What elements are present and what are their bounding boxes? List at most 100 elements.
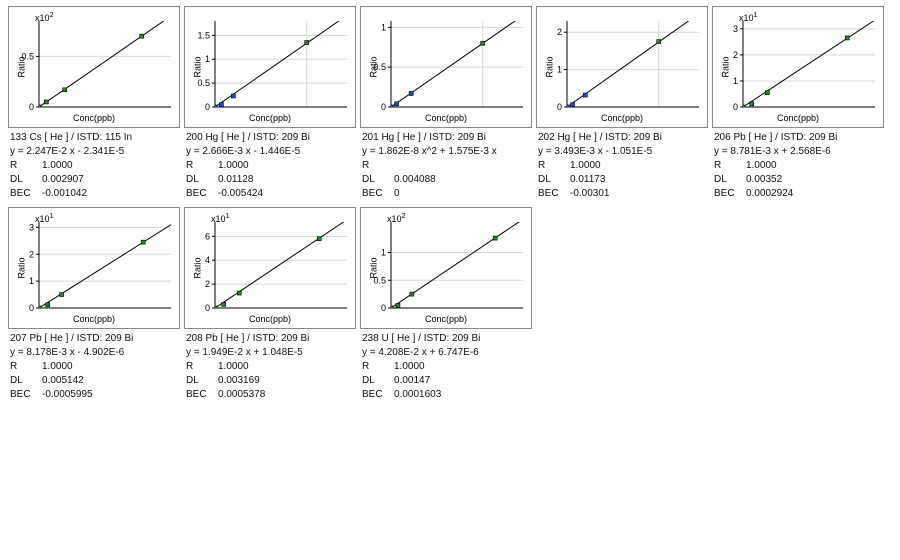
x-axis-label: Conc(ppb) [713, 111, 883, 126]
calibration-panel: x101Ratio0246Conc(ppb)208 Pb [ He ] / IS… [182, 207, 358, 408]
chart-box: x102Ratio00.5Conc(ppb) [8, 6, 180, 128]
data-point [60, 293, 64, 297]
meta-row-bec: BEC-0.001042 [10, 187, 180, 201]
y-tick-label: 1 [557, 65, 562, 75]
meta-row-dl: DL0.003169 [186, 374, 356, 388]
chart-box: x101Ratio0123Conc(ppb) [8, 207, 180, 329]
meta-key: R [538, 159, 570, 173]
y-tick-label: 2 [205, 279, 210, 289]
y-tick-label: 0 [381, 102, 386, 111]
axis-multiplier: x101 [211, 211, 230, 224]
meta-row-bec: BEC0.0002924 [714, 187, 884, 201]
chart-box: Ratio00.51500.0Conc(ppb) [360, 6, 532, 128]
y-tick-label: 1 [381, 22, 386, 32]
data-point [571, 103, 575, 107]
panel-equation: y = 3.493E-3 x - 1.051E-5 [538, 145, 708, 159]
y-axis-label: Ratio [193, 257, 203, 278]
meta-key: R [714, 159, 746, 173]
y-tick-label: 4 [205, 255, 210, 265]
multiplier-exp: 1 [754, 10, 758, 19]
meta-key: R [362, 159, 394, 173]
meta-row-bec: BEC-0.0005995 [10, 388, 180, 402]
meta-value: 0.004088 [394, 173, 436, 187]
x-axis-label: Conc(ppb) [9, 312, 179, 327]
meta-key: BEC [538, 187, 570, 201]
meta-row-r: R1.0000 [714, 159, 884, 173]
meta-key: DL [186, 173, 218, 187]
panel-meta: 238 U [ He ] / ISTD: 209 Biy = 4.208E-2 … [360, 329, 532, 402]
panel-equation: y = 2.247E-2 x - 2.341E-5 [10, 145, 180, 159]
meta-value: -0.005424 [218, 187, 263, 201]
meta-row-dl: DL0.005142 [10, 374, 180, 388]
panel-meta: 208 Pb [ He ] / ISTD: 209 Biy = 1.949E-2… [184, 329, 356, 402]
meta-key: DL [10, 173, 42, 187]
meta-key: R [186, 360, 218, 374]
y-axis-label: Ratio [721, 56, 731, 77]
meta-key: R [186, 159, 218, 173]
multiplier-exp: 2 [402, 211, 406, 220]
meta-key: BEC [186, 388, 218, 402]
x-axis-label: Conc(ppb) [9, 111, 179, 126]
x-tick-label: 500.0 [471, 110, 494, 111]
x-axis-label: Conc(ppb) [537, 111, 707, 126]
meta-value: 0.00352 [746, 173, 782, 187]
chart-box: x101Ratio0246Conc(ppb) [184, 207, 356, 329]
meta-value: 0.005142 [42, 374, 84, 388]
data-point [317, 237, 321, 241]
chart-svg: 00.51500.0 [361, 7, 533, 111]
x-axis-label: Conc(ppb) [185, 111, 355, 126]
meta-row-bec: BEC0.0001603 [362, 388, 532, 402]
y-tick-label: 1.5 [197, 30, 210, 40]
meta-value: 0 [394, 187, 400, 201]
meta-key: R [362, 360, 394, 374]
meta-row-r: R1.0000 [186, 159, 356, 173]
meta-row-bec: BEC0 [362, 187, 532, 201]
axis-multiplier: x102 [35, 10, 54, 23]
data-point [222, 302, 226, 306]
axis-multiplier: x101 [35, 211, 54, 224]
calibration-panel: Ratio012500.0Conc(ppb)202 Hg [ He ] / IS… [534, 6, 710, 207]
panel-equation: y = 4.208E-2 x + 6.747E-6 [362, 346, 532, 360]
meta-value: 0.0001603 [394, 388, 441, 402]
meta-value: 0.00147 [394, 374, 430, 388]
y-tick-label: 6 [205, 231, 210, 241]
data-point [583, 93, 587, 97]
meta-key: DL [538, 173, 570, 187]
data-point [750, 102, 754, 106]
data-point [765, 91, 769, 95]
axis-multiplier: x102 [387, 211, 406, 224]
panel-title: 200 Hg [ He ] / ISTD: 209 Bi [186, 131, 356, 145]
calibration-grid: x102Ratio00.5Conc(ppb)133 Cs [ He ] / IS… [6, 6, 894, 408]
meta-row-dl: DL0.004088 [362, 173, 532, 187]
panel-meta: 207 Pb [ He ] / ISTD: 209 Biy = 8.178E-3… [8, 329, 180, 402]
y-tick-label: 0 [733, 102, 738, 111]
meta-row-dl: DL0.00352 [714, 173, 884, 187]
y-tick-label: 0 [381, 303, 386, 312]
meta-value: 0.002907 [42, 173, 84, 187]
multiplier-base: x10 [35, 13, 50, 23]
data-point [237, 291, 241, 295]
meta-key: DL [10, 374, 42, 388]
x-axis-label: Conc(ppb) [361, 312, 531, 327]
data-point [46, 303, 50, 307]
meta-key: BEC [714, 187, 746, 201]
y-tick-label: 0.5 [197, 78, 210, 88]
calibration-panel: x101Ratio0123Conc(ppb)206 Pb [ He ] / IS… [710, 6, 886, 207]
meta-row-r: R1.0000 [362, 360, 532, 374]
y-axis-label: Ratio [17, 257, 27, 278]
y-tick-label: 0 [557, 102, 562, 111]
data-point [481, 41, 485, 45]
meta-key: BEC [362, 187, 394, 201]
chart-box: x102Ratio00.51Conc(ppb) [360, 207, 532, 329]
y-tick-label: 2 [557, 27, 562, 37]
panel-meta: 202 Hg [ He ] / ISTD: 209 Biy = 3.493E-3… [536, 128, 708, 201]
meta-value: 1.0000 [746, 159, 777, 173]
calibration-panel: Ratio00.51500.0Conc(ppb)201 Hg [ He ] / … [358, 6, 534, 207]
data-point [657, 40, 661, 44]
y-tick-label: 3 [29, 222, 34, 232]
meta-key: BEC [10, 187, 42, 201]
meta-key: R [10, 159, 42, 173]
y-tick-label: 2 [733, 50, 738, 60]
y-tick-label: 0 [29, 102, 34, 111]
data-point [493, 236, 497, 240]
